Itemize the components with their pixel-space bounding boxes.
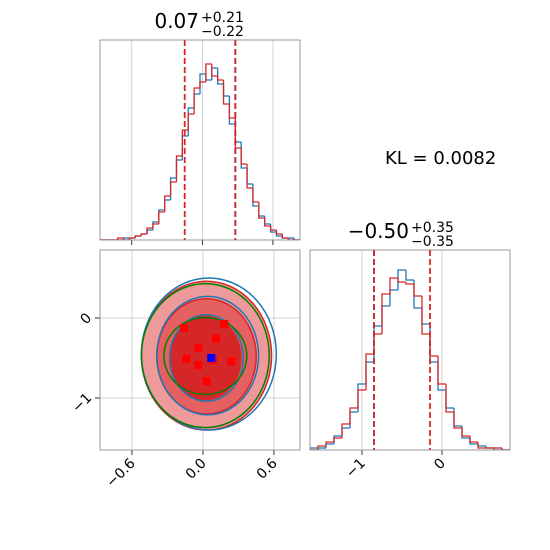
- histogram-step: [158, 211, 165, 224]
- histogram-step: [122, 238, 130, 240]
- panel-title-sub: −0.35: [411, 234, 454, 250]
- histogram-step: [310, 447, 318, 450]
- axes-frame: [99, 249, 301, 451]
- histogram-step: [216, 76, 224, 81]
- histogram-step: [246, 164, 253, 189]
- histogram-step: [413, 284, 422, 297]
- axes-frame: [99, 39, 301, 241]
- histogram-step: [134, 235, 142, 238]
- histogram-step: [445, 384, 454, 413]
- histogram-step: [453, 412, 462, 429]
- histogram-step: [269, 226, 277, 231]
- histogram-step: [333, 437, 342, 442]
- histogram-step: [216, 68, 224, 85]
- panel-title-sup: +0.35: [411, 220, 454, 236]
- histogram-step: [325, 441, 334, 446]
- histogram-step: [365, 353, 374, 390]
- histogram-step: [199, 81, 206, 88]
- histogram-step: [405, 270, 414, 281]
- histograms: [310, 269, 510, 450]
- histogram-step: [477, 442, 486, 449]
- histogram-step: [169, 181, 177, 196]
- sample-point: [220, 320, 229, 328]
- histogram-step: [128, 237, 136, 240]
- histogram-step: [287, 238, 295, 240]
- histogram-step: [349, 407, 358, 424]
- histogram-step: [146, 227, 153, 234]
- histogram-step: [437, 356, 446, 385]
- contour: [140, 282, 270, 429]
- histogram-step: [397, 278, 406, 283]
- histogram-step: [140, 233, 148, 236]
- kl-annotation: KL = 0.0082: [385, 148, 496, 169]
- histogram-step: [152, 223, 159, 228]
- histogram-step: [193, 87, 200, 114]
- sample-point: [180, 324, 189, 332]
- axes-frame: [309, 249, 511, 451]
- histogram-step: [389, 277, 398, 294]
- sample-point: [227, 357, 236, 366]
- panel-title-sup: +0.21: [201, 10, 244, 26]
- histogram-step: [281, 234, 289, 239]
- histogram-step: [258, 202, 265, 219]
- panel-title: 0.07: [154, 9, 199, 33]
- histogram-step: [357, 389, 366, 408]
- contour: [156, 295, 260, 416]
- panel-title-sub: −0.22: [201, 24, 244, 40]
- sample-point: [202, 377, 211, 386]
- histogram-step: [211, 64, 218, 77]
- panel-title: −0.50: [348, 219, 409, 243]
- histogram-step: [164, 195, 171, 212]
- sample-point: [194, 361, 203, 370]
- histogram-step: [317, 445, 326, 450]
- histogram-step: [405, 282, 414, 285]
- contour: [163, 316, 248, 396]
- histogram-step: [275, 230, 283, 235]
- histogram-step: [264, 218, 271, 227]
- histogram-step: [461, 428, 470, 437]
- histogram-step: [469, 436, 478, 443]
- histogram-step: [240, 148, 248, 165]
- truth-point: [207, 354, 216, 362]
- histogram-step: [228, 104, 236, 119]
- histogram-step: [421, 296, 430, 335]
- sample-point: [211, 334, 220, 343]
- histogram-step: [222, 80, 230, 105]
- histogram-step: [205, 63, 212, 82]
- contour: [169, 314, 244, 402]
- histogram-step: [381, 293, 390, 334]
- sample-point: [194, 344, 203, 352]
- histogram-step: [501, 448, 510, 450]
- histogram-step: [341, 423, 350, 438]
- histograms: [100, 63, 300, 240]
- histogram-step: [293, 238, 300, 240]
- histogram-step: [116, 237, 124, 240]
- histogram-step: [493, 448, 502, 450]
- sample-point: [182, 354, 191, 363]
- histogram-step: [181, 129, 189, 156]
- histogram-step: [187, 113, 195, 130]
- histogram-step: [252, 188, 259, 203]
- histogram-step: [175, 155, 183, 182]
- histogram-step: [397, 269, 406, 290]
